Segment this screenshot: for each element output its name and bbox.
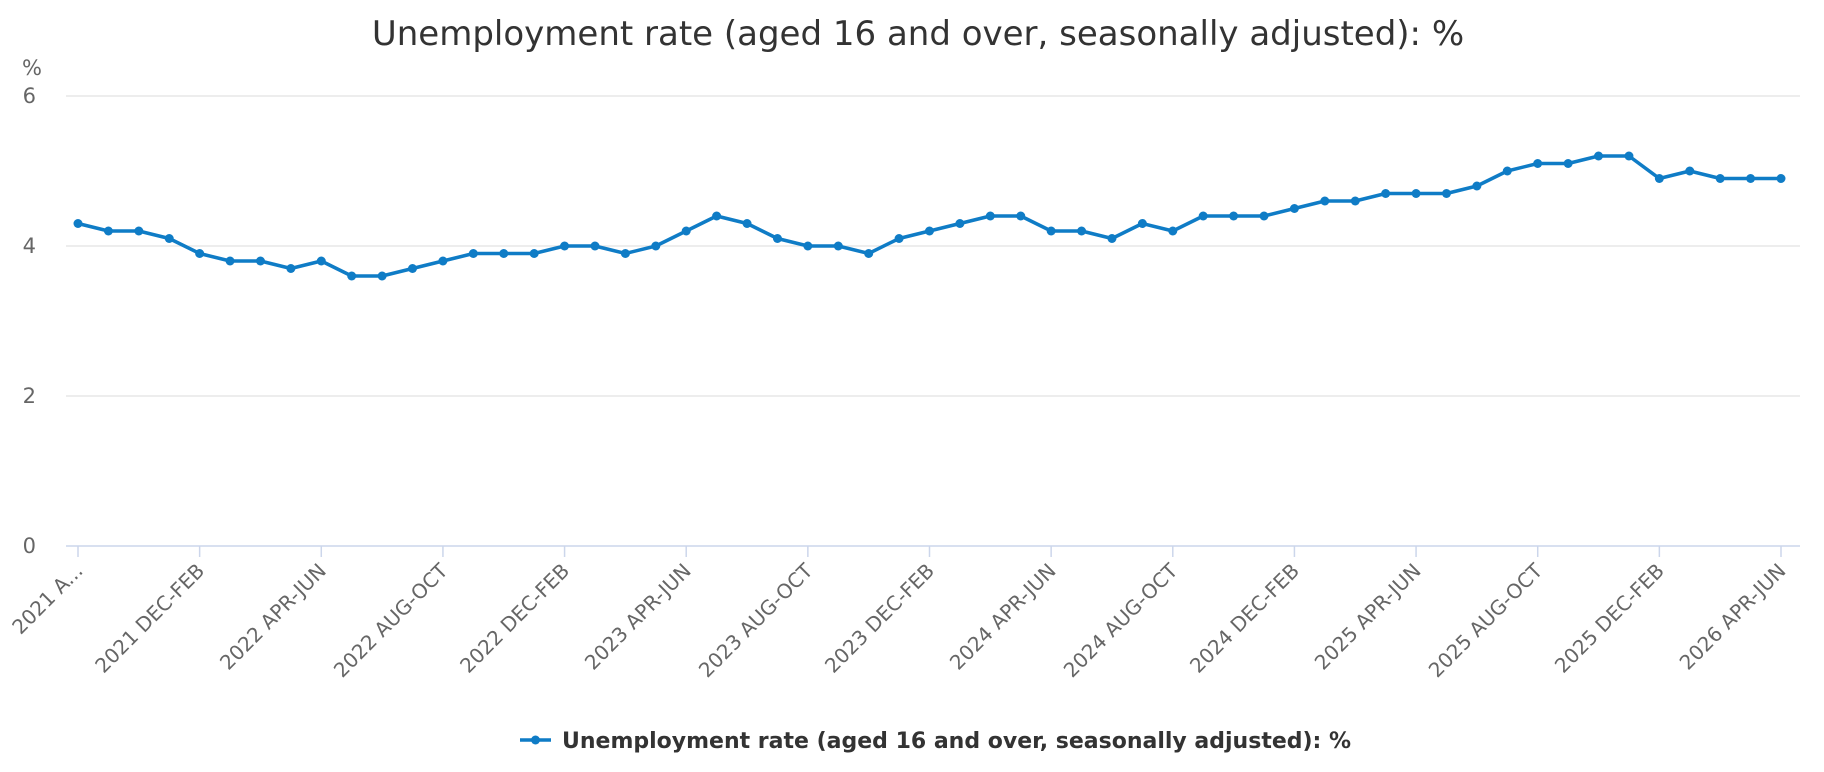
y-axis-tick-labels: 0 2 4 6 bbox=[23, 84, 36, 558]
y-tick-label: 4 bbox=[23, 234, 36, 258]
data-point[interactable] bbox=[985, 211, 995, 221]
data-point[interactable] bbox=[1563, 159, 1573, 168]
data-point[interactable] bbox=[803, 241, 813, 251]
x-tick-label: 2022 APR-JUN bbox=[215, 559, 331, 675]
chart-title: Unemployment rate (aged 16 and over, sea… bbox=[372, 14, 1464, 54]
x-tick-label: 2025 APR-JUN bbox=[1310, 559, 1426, 675]
data-point[interactable] bbox=[1137, 219, 1147, 228]
data-point[interactable] bbox=[620, 249, 630, 258]
data-point[interactable] bbox=[1715, 174, 1725, 183]
y-tick-label: 0 bbox=[23, 534, 36, 558]
data-point[interactable] bbox=[529, 249, 539, 258]
data-point[interactable] bbox=[712, 211, 722, 221]
x-tick-label: 2021 DEC-FEB bbox=[90, 559, 209, 678]
data-point[interactable] bbox=[225, 256, 235, 266]
gridlines bbox=[66, 95, 1800, 397]
data-point[interactable] bbox=[925, 226, 934, 236]
x-tick-label: 2025 AUG-OCT bbox=[1424, 558, 1548, 682]
data-point[interactable] bbox=[1016, 211, 1026, 221]
x-tick-label: 2022 DEC-FEB bbox=[455, 559, 574, 678]
legend-label: Unemployment rate (aged 16 and over, sea… bbox=[562, 729, 1351, 754]
x-tick-label: 2025 DEC-FEB bbox=[1550, 559, 1669, 678]
data-point[interactable] bbox=[1320, 196, 1330, 206]
series-unemployment-rate bbox=[73, 151, 1786, 281]
data-point[interactable] bbox=[1472, 181, 1482, 191]
data-point[interactable] bbox=[499, 249, 509, 258]
data-point[interactable] bbox=[1381, 189, 1391, 198]
series-line bbox=[76, 154, 1783, 278]
x-tick-label: 2024 APR-JUN bbox=[945, 559, 1061, 675]
data-point[interactable] bbox=[1411, 189, 1421, 198]
data-point[interactable] bbox=[1198, 211, 1208, 221]
data-point[interactable] bbox=[408, 264, 418, 273]
x-tick-label: 2023 AUG-OCT bbox=[694, 558, 818, 682]
data-point[interactable] bbox=[1441, 189, 1451, 198]
data-point[interactable] bbox=[73, 219, 83, 228]
data-point[interactable] bbox=[195, 249, 205, 258]
data-point[interactable] bbox=[255, 256, 265, 266]
data-point[interactable] bbox=[286, 264, 296, 273]
data-point[interactable] bbox=[1077, 226, 1087, 236]
data-point[interactable] bbox=[864, 249, 874, 258]
y-tick-label: 2 bbox=[23, 384, 36, 408]
data-point[interactable] bbox=[590, 241, 600, 251]
data-point[interactable] bbox=[164, 234, 174, 243]
data-point[interactable] bbox=[1594, 151, 1604, 161]
data-point[interactable] bbox=[468, 249, 478, 258]
x-tick-label: 2024 DEC-FEB bbox=[1185, 559, 1304, 678]
data-point[interactable] bbox=[1502, 166, 1512, 176]
data-point[interactable] bbox=[894, 234, 904, 243]
x-tick-label: 2023 DEC-FEB bbox=[820, 559, 939, 678]
x-tick-label: 2021 A... bbox=[7, 559, 87, 639]
data-point[interactable] bbox=[1624, 151, 1634, 161]
x-axis bbox=[66, 545, 1800, 557]
data-point[interactable] bbox=[134, 226, 144, 236]
data-point[interactable] bbox=[955, 219, 965, 228]
legend-dot-marker bbox=[531, 735, 540, 745]
data-point[interactable] bbox=[651, 241, 661, 251]
data-point[interactable] bbox=[833, 241, 843, 251]
data-point[interactable] bbox=[1046, 226, 1056, 236]
data-point[interactable] bbox=[1776, 174, 1786, 183]
data-point[interactable] bbox=[1350, 196, 1360, 206]
data-point[interactable] bbox=[347, 271, 357, 281]
data-point[interactable] bbox=[1746, 174, 1756, 183]
data-point[interactable] bbox=[1654, 174, 1664, 183]
legend[interactable]: Unemployment rate (aged 16 and over, sea… bbox=[520, 729, 1351, 754]
data-point[interactable] bbox=[438, 256, 448, 266]
data-point[interactable] bbox=[1107, 234, 1117, 243]
data-point[interactable] bbox=[316, 256, 326, 266]
data-point[interactable] bbox=[1289, 204, 1299, 213]
x-tick-label: 2024 AUG-OCT bbox=[1059, 558, 1183, 682]
x-tick-label: 2026 APR-JUN bbox=[1675, 559, 1791, 675]
x-tick-label: 2023 APR-JUN bbox=[580, 559, 696, 675]
data-point[interactable] bbox=[1259, 211, 1269, 221]
data-point[interactable] bbox=[560, 241, 570, 251]
data-point[interactable] bbox=[377, 271, 387, 281]
data-point[interactable] bbox=[681, 226, 691, 236]
data-point[interactable] bbox=[1229, 211, 1239, 221]
y-tick-label: 6 bbox=[23, 84, 36, 108]
data-point[interactable] bbox=[772, 234, 782, 243]
data-point[interactable] bbox=[1168, 226, 1178, 236]
data-point[interactable] bbox=[742, 219, 752, 228]
x-tick-label: 2022 AUG-OCT bbox=[329, 558, 453, 682]
data-point[interactable] bbox=[1685, 166, 1695, 176]
data-point[interactable] bbox=[1533, 159, 1543, 168]
y-axis-unit-label: % bbox=[22, 56, 42, 80]
data-point[interactable] bbox=[103, 226, 113, 236]
